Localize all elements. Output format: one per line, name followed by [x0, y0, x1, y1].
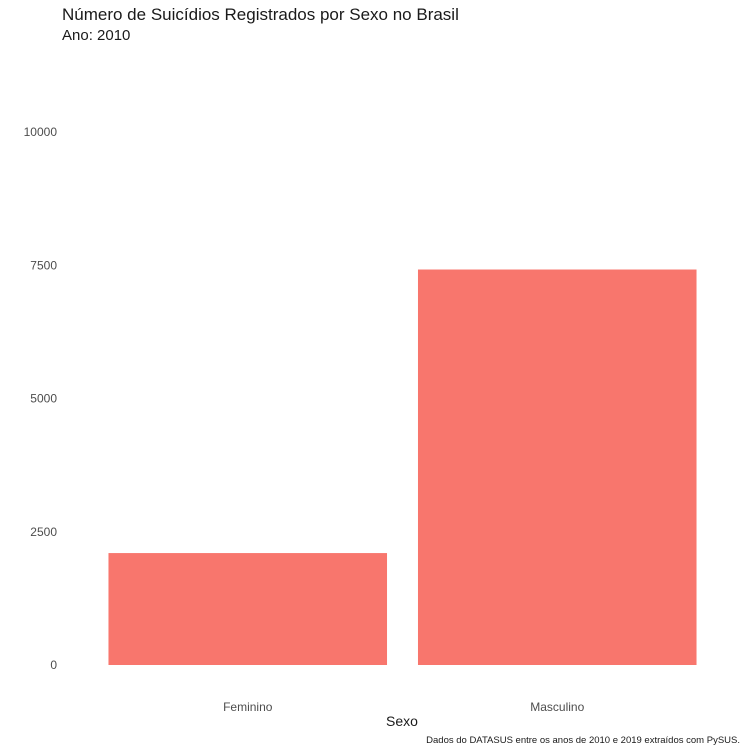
chart-caption: Dados do DATASUS entre os anos de 2010 e…	[426, 735, 740, 746]
bar-feminino	[108, 553, 388, 665]
y-axis-tick-labels: 0 2500 5000 7500 10000	[24, 125, 58, 672]
y-tick-label-1: 2500	[30, 525, 57, 539]
y-tick-label-0: 0	[50, 658, 57, 672]
y-tick-label-3: 7500	[30, 258, 57, 272]
bars-group	[108, 269, 697, 665]
x-axis-tick-labels: Feminino Masculino	[223, 700, 585, 714]
chart-subtitle: Ano: 2010	[62, 27, 130, 44]
x-axis-title: Sexo	[386, 713, 418, 729]
y-tick-label-4: 10000	[24, 125, 58, 139]
x-tick-label-masculino: Masculino	[530, 700, 584, 714]
chart-title: Número de Suicídios Registrados por Sexo…	[62, 5, 459, 24]
bar-masculino	[417, 269, 697, 665]
y-tick-label-2: 5000	[30, 392, 57, 406]
x-tick-label-feminino: Feminino	[223, 700, 273, 714]
